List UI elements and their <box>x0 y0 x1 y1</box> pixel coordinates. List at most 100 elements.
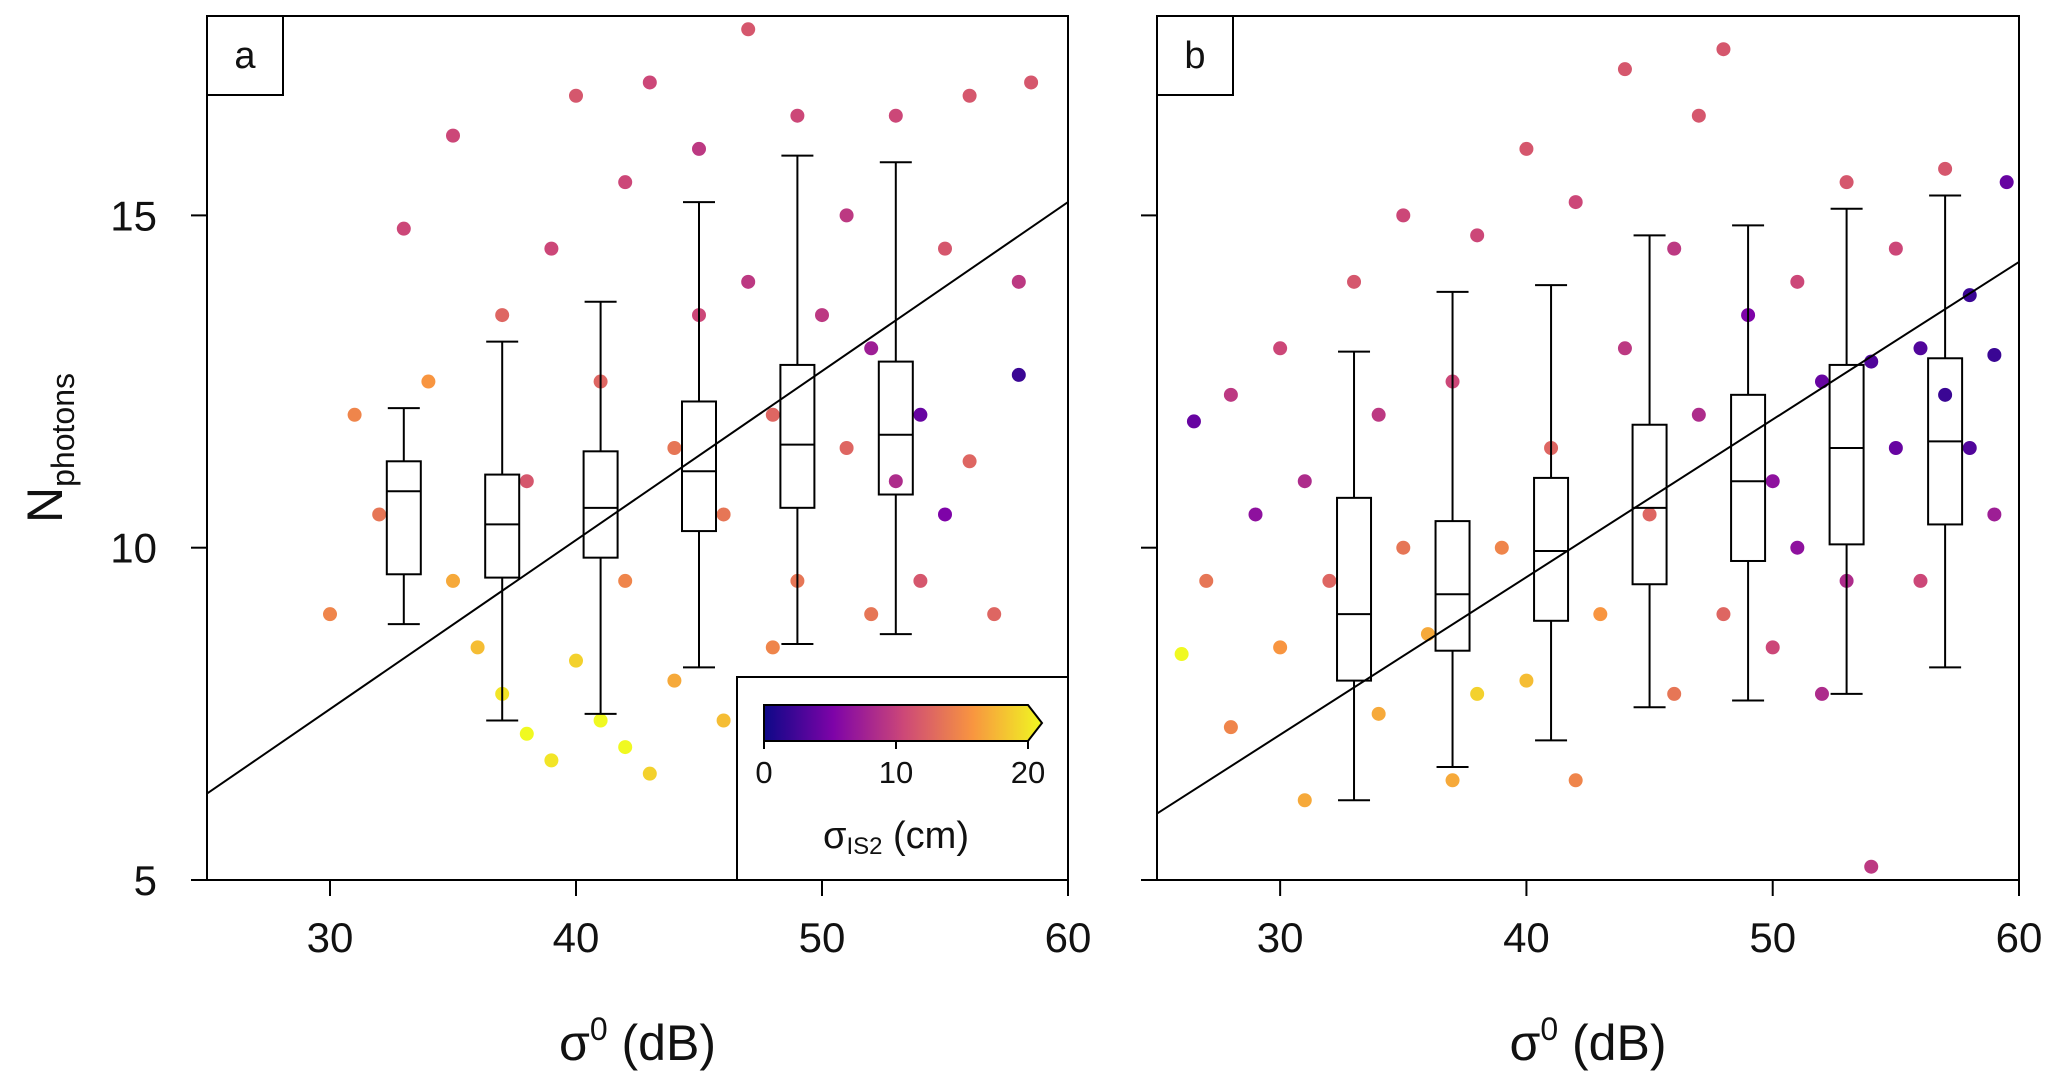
point <box>1186 414 1201 429</box>
colorbar-label: σIS2 (cm) <box>823 815 969 860</box>
point <box>1765 640 1780 655</box>
point <box>765 640 780 655</box>
point <box>1396 208 1411 223</box>
point <box>618 573 633 588</box>
point <box>1864 859 1879 874</box>
point <box>962 454 977 469</box>
x-label-unit: (dB) <box>1558 1015 1666 1071</box>
point <box>1987 347 2002 362</box>
point <box>372 507 387 522</box>
box <box>385 460 422 576</box>
point <box>987 607 1002 622</box>
x-tick-label: 60 <box>1996 914 2043 961</box>
point <box>1938 387 1953 402</box>
point <box>913 573 928 588</box>
point <box>1519 673 1534 688</box>
point <box>1568 773 1583 788</box>
point <box>1199 573 1214 588</box>
point <box>765 407 780 422</box>
point <box>347 407 362 422</box>
point <box>1396 540 1411 555</box>
point <box>938 507 952 522</box>
point <box>1839 175 1854 190</box>
colorbar-label-unit: (cm) <box>882 815 969 857</box>
point <box>1691 407 1706 422</box>
point <box>1470 686 1485 701</box>
y-tick-label: 10 <box>110 525 157 572</box>
point <box>519 726 534 741</box>
point <box>692 141 706 156</box>
point <box>1593 607 1608 622</box>
point <box>913 407 928 422</box>
panel-label: a <box>234 35 256 77</box>
point <box>544 753 559 768</box>
point <box>1765 474 1780 489</box>
point <box>1273 341 1288 356</box>
box <box>779 363 816 509</box>
point <box>888 108 903 123</box>
point <box>1999 175 2014 190</box>
point <box>716 713 731 728</box>
box <box>1631 423 1668 586</box>
point <box>1024 75 1039 90</box>
point <box>1814 686 1829 701</box>
point <box>1322 573 1337 588</box>
plot-frame <box>206 15 1069 881</box>
x-tick-label: 50 <box>1749 914 1796 961</box>
point <box>1011 367 1026 382</box>
point <box>1248 507 1263 522</box>
point <box>1938 161 1953 176</box>
x-label-superscript: 0 <box>1540 1011 1558 1047</box>
box <box>582 450 619 559</box>
point <box>1790 274 1805 289</box>
point <box>864 607 879 622</box>
point <box>1888 241 1903 256</box>
panel-label-box <box>206 15 284 96</box>
point <box>1174 647 1189 662</box>
y-tick-label: 5 <box>134 857 157 904</box>
point <box>593 713 608 728</box>
point <box>1642 507 1657 522</box>
point <box>888 474 903 489</box>
point <box>1913 341 1928 356</box>
x-label-unit: (dB) <box>608 1015 716 1071</box>
point <box>396 221 411 236</box>
point <box>323 607 337 622</box>
point <box>1494 540 1509 555</box>
point <box>864 341 879 356</box>
point <box>839 208 854 223</box>
point <box>1371 706 1386 721</box>
y-label-symbol: N <box>17 487 73 523</box>
point <box>1913 573 1928 588</box>
point <box>642 766 657 781</box>
point <box>1297 793 1312 808</box>
colorbar-label-subscript: IS2 <box>846 833 882 860</box>
point <box>716 507 731 522</box>
point <box>1667 241 1682 256</box>
point <box>1011 274 1026 289</box>
point <box>1568 195 1583 210</box>
point <box>1814 374 1829 389</box>
colorbar-tick-label: 20 <box>1011 755 1045 790</box>
point <box>1297 474 1312 489</box>
point <box>790 108 805 123</box>
point <box>618 740 633 755</box>
x-tick-label: 40 <box>553 914 600 961</box>
y-tick-label: 15 <box>110 192 157 239</box>
point <box>815 308 829 323</box>
point <box>569 653 583 668</box>
point <box>741 22 756 37</box>
plot-frame <box>1156 15 2020 881</box>
box <box>1434 520 1471 652</box>
x-tick-label: 60 <box>1045 914 1092 961</box>
point <box>1223 720 1238 735</box>
colorbar <box>763 704 1044 742</box>
colorbar-label-symbol: σ <box>823 815 846 857</box>
point <box>544 241 559 256</box>
point <box>938 241 952 256</box>
point <box>1617 62 1632 77</box>
colorbar-tick-label: 10 <box>879 755 913 790</box>
point <box>667 673 682 688</box>
colorbar-tick-label: 0 <box>755 755 772 790</box>
